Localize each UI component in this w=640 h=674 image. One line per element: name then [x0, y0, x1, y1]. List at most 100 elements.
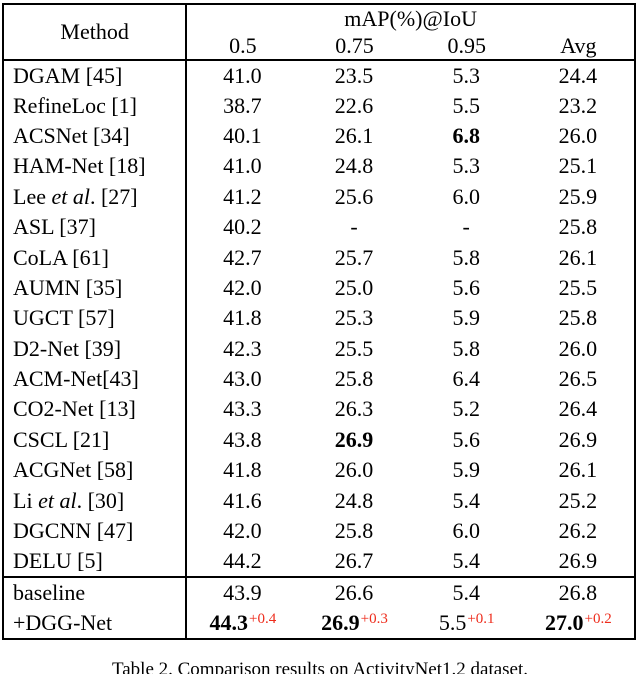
value-cell: 43.3: [186, 394, 298, 424]
value-cell: 43.0: [186, 364, 298, 394]
value: 43.8: [223, 426, 262, 452]
value: 5.3: [452, 153, 480, 179]
value: 44.2: [223, 547, 262, 573]
value: 24.8: [334, 487, 374, 513]
value: 25.7: [334, 244, 374, 270]
col-header-iou-0-75: 0.75: [335, 32, 374, 58]
value-cell: 43.8: [186, 425, 298, 455]
method-text: DELU [5]: [13, 547, 103, 573]
value: 26.1: [558, 457, 598, 483]
results-table: Method mAP(%)@IoU 0.5 0.75 0.95 Avg DGAM…: [2, 3, 636, 640]
value-cell: 25.8: [523, 303, 635, 333]
value: 40.2: [223, 214, 262, 240]
value: 41.0: [223, 62, 262, 88]
value: 5.4: [452, 579, 480, 605]
table-body: DGAM [45] 41.0 23.5 5.3 24.4 RefineLoc […: [3, 60, 635, 639]
col-header-avg: Avg: [560, 32, 597, 58]
value-cell: 25.7: [298, 242, 410, 272]
method-italic: et al: [51, 183, 90, 209]
value: 26.6: [334, 579, 374, 605]
value: 24.8: [334, 153, 374, 179]
value: 5.5: [438, 609, 467, 635]
method-text: CSCL [21]: [13, 426, 110, 452]
value-cell: 24.8: [298, 151, 410, 181]
value-cell: 24.8: [298, 485, 410, 515]
value: 5.6: [452, 274, 480, 300]
value-cell: 40.1: [186, 121, 298, 151]
method-text: Lee: [13, 183, 52, 209]
value-cell: 26.1: [523, 455, 635, 485]
method-cell: ACM-Net[43]: [3, 363, 188, 395]
value: 26.3: [334, 396, 374, 422]
value: 38.7: [223, 92, 262, 118]
value-cell: 26.5: [523, 364, 635, 394]
method-cell: CoLA [61]: [3, 242, 188, 273]
delta-sup: +0.4: [249, 610, 277, 627]
value-cell: 41.8: [186, 455, 298, 485]
method-text: DGAM [45]: [13, 62, 123, 88]
value: 26.0: [558, 122, 598, 148]
method-text: D2-Net [39]: [13, 335, 122, 361]
table-row: DGCNN [47] 42.0 25.8 6.0 26.2: [3, 515, 635, 547]
value: 41.2: [223, 183, 262, 209]
value-cell: 5.4: [411, 577, 523, 608]
table-row: RefineLoc [1] 38.7 22.6 5.5 23.2: [3, 90, 635, 121]
value-cell: 25.6: [298, 182, 410, 212]
method-cell: ACGNet [58]: [3, 455, 188, 486]
value: 26.9: [321, 609, 360, 635]
value-cell: 5.8: [411, 334, 523, 364]
value: 25.8: [558, 305, 598, 331]
value: 42.3: [223, 335, 262, 361]
value: 5.3: [452, 62, 480, 88]
table-row: CSCL [21] 43.8 26.9 5.6 26.9: [3, 424, 635, 456]
method-cell: DGAM [45]: [3, 60, 188, 91]
value: 5.9: [452, 457, 480, 483]
value: 42.0: [223, 274, 262, 300]
value-cell: 26.9: [523, 546, 635, 576]
method-suffix: . [27]: [89, 183, 138, 209]
value-cell: 25.8: [298, 516, 410, 546]
method-cell: DGCNN [47]: [3, 515, 188, 547]
table-row: ACGNet [58] 41.8 26.0 5.9 26.1: [3, 455, 635, 486]
value: 26.8: [558, 579, 598, 605]
value-cell: 5.9: [411, 455, 523, 485]
value: 23.5: [334, 62, 374, 88]
table-header: Method mAP(%)@IoU 0.5 0.75 0.95 Avg: [3, 4, 635, 60]
method-text: CO2-Net [13]: [13, 396, 136, 422]
value: 25.8: [334, 518, 374, 544]
table-row: CO2-Net [13] 43.3 26.3 5.2 26.4: [3, 394, 635, 425]
table-row: ASL [37] 40.2 - - 25.8: [3, 211, 635, 243]
header-row-thresholds: 0.5 0.75 0.95 Avg: [3, 32, 635, 60]
value: 25.9: [558, 183, 598, 209]
value-cell: 25.5: [298, 334, 410, 364]
value: 26.0: [558, 335, 598, 361]
method-italic: et al: [38, 487, 77, 513]
value-cell: 25.8: [523, 212, 635, 242]
table-row: AUMN [35] 42.0 25.0 5.6 25.5: [3, 272, 635, 304]
value: 26.2: [558, 518, 598, 544]
value: 41.8: [223, 305, 262, 331]
method-text: ACM-Net[43]: [13, 366, 139, 392]
method-cell: DELU [5]: [3, 546, 188, 577]
value-cell: 42.7: [186, 242, 298, 272]
value-cell: 25.0: [298, 273, 410, 303]
value-cell: 26.1: [523, 242, 635, 272]
value: 23.2: [558, 92, 598, 118]
value-cell: 44.3+0.4: [186, 608, 298, 639]
method-text: ASL [37]: [13, 214, 96, 240]
value-cell: 26.2: [523, 516, 635, 546]
method-suffix: . [30]: [76, 487, 125, 513]
table-row: Li et al. [30] 41.6 24.8 5.4 25.2: [3, 485, 635, 516]
value-cell: 5.3: [411, 151, 523, 181]
method-cell: AUMN [35]: [3, 272, 188, 304]
value-cell: 26.9: [298, 425, 410, 455]
method-cell: baseline: [3, 576, 188, 608]
value: 5.5: [452, 92, 480, 118]
header-row-group: Method mAP(%)@IoU: [3, 4, 635, 60]
method-text: +DGG-Net: [13, 609, 113, 635]
value: 42.7: [223, 244, 262, 270]
table-row: HAM-Net [18] 41.0 24.8 5.3 25.1: [3, 151, 635, 182]
value-cell: 26.0: [523, 121, 635, 151]
value-cell: 5.6: [411, 273, 523, 303]
